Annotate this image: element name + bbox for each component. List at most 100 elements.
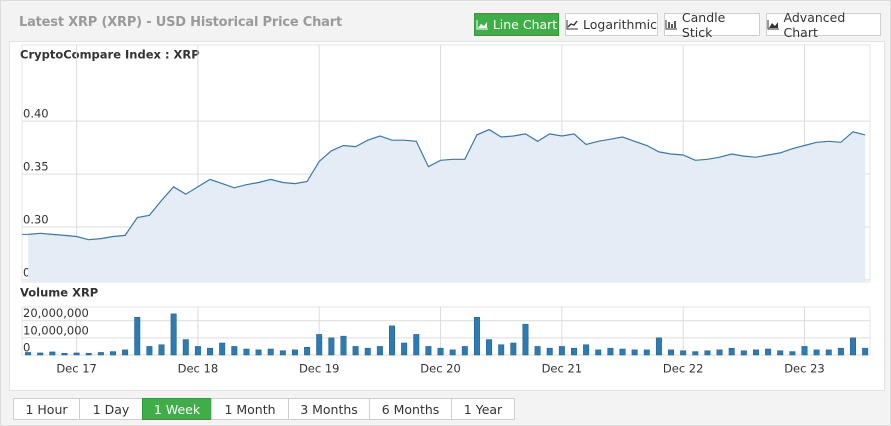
volume-bar	[546, 347, 553, 356]
chart-type-button[interactable]: Logarithmic	[565, 13, 658, 36]
volume-bar	[316, 334, 323, 356]
y-tick-label: 10,000,000	[23, 323, 89, 337]
volume-bar	[498, 344, 505, 356]
chart-panel: CryptoCompare Index : XRP0.250.300.350.4…	[9, 41, 885, 391]
volume-bar	[389, 325, 395, 356]
y-tick-label: 20,000,000	[23, 306, 89, 320]
volume-bar	[267, 348, 274, 356]
volume-bar	[25, 352, 32, 356]
button-label: Line Chart	[492, 17, 558, 32]
volume-bar	[680, 350, 687, 356]
volume-bar	[558, 346, 565, 356]
chart: CryptoCompare Index : XRP0.250.300.350.4…	[20, 44, 871, 376]
volume-bar	[619, 348, 626, 356]
volume-bar	[413, 334, 420, 356]
x-tick-label: Dec 17	[56, 362, 97, 376]
volume-bar	[801, 346, 808, 356]
volume-bar	[122, 349, 129, 356]
volume-bar	[340, 335, 347, 356]
range-button[interactable]: 1 Week	[142, 398, 212, 420]
button-label: Candle Stick	[681, 9, 726, 40]
volume-bar	[655, 337, 662, 356]
range-button[interactable]: 1 Year	[451, 398, 515, 420]
volume-bar	[97, 352, 104, 356]
chart-type-button[interactable]: Candle Stick	[664, 10, 760, 40]
volume-bar	[813, 349, 820, 356]
volume-bar	[37, 352, 44, 356]
volume-bar	[304, 347, 311, 356]
y-tick-label: 0.30	[23, 212, 49, 226]
icon	[476, 20, 488, 30]
button-label: Advanced Chart	[783, 9, 846, 40]
volume-bar	[510, 342, 517, 356]
icon	[665, 20, 677, 30]
volume-bar	[522, 323, 529, 356]
volume-bar	[85, 353, 92, 356]
range-button[interactable]: 6 Months	[369, 398, 452, 420]
volume-bar	[704, 350, 711, 356]
volume-bar	[473, 317, 480, 356]
range-button[interactable]: 1 Hour	[13, 398, 80, 420]
chart-title: CryptoCompare Index : XRP	[20, 48, 200, 62]
volume-bar	[49, 351, 56, 356]
volume-bar	[158, 344, 165, 356]
volume-bar	[461, 346, 468, 356]
y-tick-label: 0.40	[23, 107, 49, 121]
price-line	[28, 128, 866, 241]
volume-bar	[595, 349, 602, 356]
volume-bar	[425, 346, 432, 356]
volume-bar	[631, 349, 638, 356]
volume-bar	[231, 346, 238, 356]
volume-bar	[134, 317, 141, 356]
x-tick-label: Dec 23	[784, 362, 825, 376]
x-tick-label: Dec 22	[663, 362, 704, 376]
volume-bar	[61, 353, 68, 356]
volume-bar	[728, 347, 735, 356]
x-tick-label: Dec 20	[420, 362, 461, 376]
volume-bar	[668, 349, 675, 356]
volume-bar	[789, 351, 796, 356]
volume-bar	[583, 344, 590, 356]
x-tick-label: Dec 21	[542, 362, 583, 376]
volume-bar	[862, 347, 869, 356]
volume-bar	[837, 347, 844, 356]
volume-bar	[643, 349, 650, 356]
range-button[interactable]: 1 Month	[211, 398, 289, 420]
range-button[interactable]: 3 Months	[288, 398, 370, 420]
x-tick-label: Dec 19	[299, 362, 340, 376]
volume-bar	[110, 351, 116, 356]
volume-bar	[571, 347, 577, 356]
volume-bar	[73, 352, 80, 356]
volume-bar	[534, 346, 541, 356]
volume-bar	[243, 348, 250, 356]
volume-bar	[376, 346, 383, 356]
chart-type-button[interactable]: Line Chart	[474, 13, 559, 36]
volume-bar	[716, 349, 723, 356]
volume-bar	[765, 348, 772, 356]
volume-bar	[607, 347, 614, 356]
volume-bar	[279, 350, 286, 356]
volume-bar	[401, 342, 408, 356]
volume-bar	[328, 337, 335, 356]
y-tick-label: 0	[23, 341, 30, 355]
volume-bar	[486, 339, 493, 356]
volume-bar	[291, 349, 298, 356]
icon	[767, 20, 779, 30]
volume-bar	[146, 346, 153, 356]
volume-bar	[437, 347, 444, 356]
volume-bar	[825, 349, 832, 356]
area-fill	[28, 129, 866, 282]
volume-bar	[352, 346, 359, 356]
icon	[566, 20, 579, 30]
volume-bar	[219, 342, 226, 356]
x-tick-label: Dec 18	[178, 362, 219, 376]
chart-type-button[interactable]: Advanced Chart	[766, 10, 881, 40]
chart-title: Volume XRP	[20, 286, 98, 300]
volume-bar	[194, 346, 201, 356]
volume-bar	[255, 349, 262, 356]
volume-bar	[449, 349, 456, 356]
range-button[interactable]: 1 Day	[79, 398, 143, 420]
volume-bar	[182, 339, 189, 356]
volume-bar	[364, 347, 371, 356]
volume-bar	[170, 313, 177, 356]
